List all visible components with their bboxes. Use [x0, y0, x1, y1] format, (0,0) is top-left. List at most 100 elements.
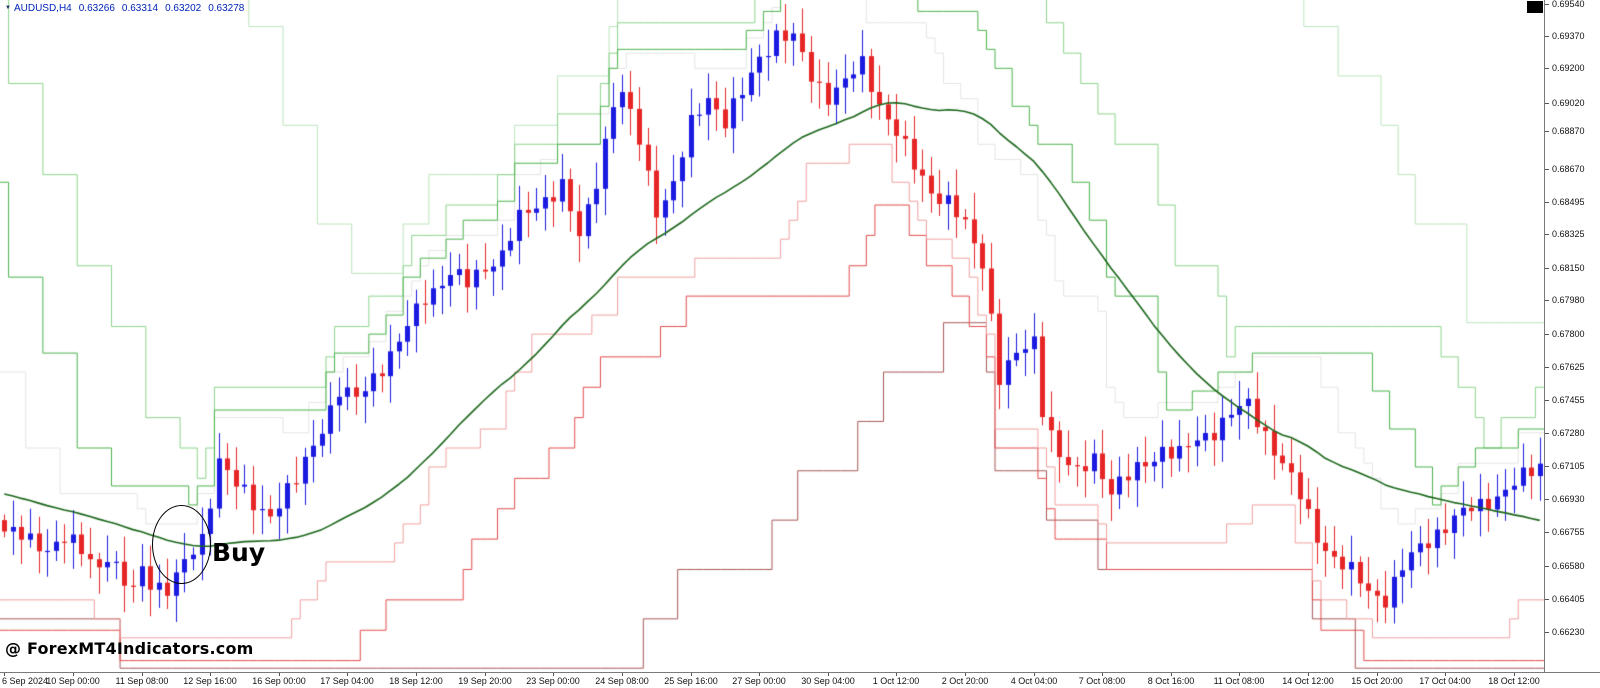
time-axis-label: 19 Sep 20:00: [458, 676, 512, 686]
symbol-timeframe-label: AUDUSD,H4: [13, 3, 72, 14]
price-axis-tick: [1545, 632, 1549, 633]
price-axis-label: 0.67105: [1552, 461, 1585, 472]
price-axis-label: 0.67980: [1552, 294, 1585, 305]
time-axis-tick: [485, 673, 486, 676]
time-axis-tick: [896, 673, 897, 676]
price-axis-tick: [1545, 202, 1549, 203]
time-axis-tick: [1171, 673, 1172, 676]
time-axis-label: 7 Oct 08:00: [1078, 676, 1126, 686]
price-axis-tick: [1545, 334, 1549, 335]
price-axis-tick: [1545, 367, 1549, 368]
time-axis-tick: [965, 673, 966, 676]
ohlc-high-value: 0.63314: [121, 3, 159, 14]
time-axis-tick: [622, 673, 623, 676]
price-axis-label: 0.69200: [1552, 63, 1585, 74]
price-axis-label: 0.68670: [1552, 163, 1585, 174]
time-axis-tick: [210, 673, 211, 676]
price-axis-label: 0.67625: [1552, 362, 1585, 373]
time-axis-tick: [142, 673, 143, 676]
price-axis-tick: [1545, 36, 1549, 37]
symbol-dropdown-icon[interactable]: ▼: [5, 5, 11, 11]
time-axis-label: 1 Oct 12:00: [872, 676, 920, 686]
watermark-label: @ ForexMT4Indicators.com: [5, 639, 254, 658]
time-axis-label: 23 Sep 00:00: [526, 676, 580, 686]
time-axis[interactable]: 6 Sep 2024 10 Sep 00:00 11 Sep 08:00 12 Sep…: [0, 672, 1600, 688]
time-axis-tick: [691, 673, 692, 676]
price-axis-label: 0.66580: [1552, 560, 1585, 571]
chart-title: ▼ AUDUSD,H4 0.63266 0.63314 0.63202 0.63278: [5, 3, 244, 14]
time-axis-label: 16 Sep 00:00: [252, 676, 306, 686]
watermark-text: @ ForexMT4Indicators.com: [5, 639, 254, 658]
time-axis-tick: [1514, 673, 1515, 676]
price-axis-tick: [1545, 466, 1549, 467]
time-axis-label: 14 Oct 12:00: [1282, 676, 1334, 686]
time-axis-tick: [1308, 673, 1309, 676]
ohlc-low-value: 0.63202: [165, 3, 202, 14]
ohlc-close-value: 0.63278: [208, 3, 245, 14]
time-axis-label: 27 Sep 00:00: [732, 676, 786, 686]
price-axis-tick: [1545, 499, 1549, 500]
price-axis-label: 0.69540: [1552, 0, 1585, 9]
time-axis-label: 18 Oct 12:00: [1488, 676, 1540, 686]
price-axis-label: 0.66930: [1552, 494, 1585, 505]
time-axis-tick: [416, 673, 417, 676]
price-axis-tick: [1545, 532, 1549, 533]
price-axis-label: 0.67800: [1552, 329, 1585, 340]
price-axis-tick: [1545, 433, 1549, 434]
price-axis-label: 0.69370: [1552, 31, 1585, 42]
ohlc-open-value: 0.63266: [78, 3, 115, 14]
price-axis-tick: [1545, 103, 1549, 104]
time-axis-label: 17 Sep 04:00: [320, 676, 374, 686]
price-axis[interactable]: 0.69540 0.69370 0.69200 0.69020 0.68870 0.686…: [1544, 0, 1600, 672]
time-axis-tick: [759, 673, 760, 676]
price-axis-label: 0.66230: [1552, 627, 1585, 638]
price-axis-tick: [1545, 400, 1549, 401]
price-axis-tick: [1545, 68, 1549, 69]
price-axis-tick: [1545, 4, 1549, 5]
axis-corner-box: [1527, 1, 1543, 13]
buy-signal-circle: [152, 505, 211, 584]
price-axis-tick: [1545, 566, 1549, 567]
time-axis-tick: [1377, 673, 1378, 676]
time-axis-label: 2 Oct 20:00: [941, 676, 989, 686]
price-axis-label: 0.68870: [1552, 125, 1585, 136]
time-axis-tick: [553, 673, 554, 676]
time-axis-label: 6 Sep 2024: [2, 676, 49, 686]
price-chart-canvas[interactable]: [0, 0, 1544, 672]
time-axis-label: 25 Sep 16:00: [664, 676, 718, 686]
time-axis-tick: [1445, 673, 1446, 676]
price-axis-tick: [1545, 300, 1549, 301]
price-axis-label: 0.67455: [1552, 394, 1585, 405]
time-axis-label: 4 Oct 04:00: [1010, 676, 1058, 686]
price-axis-tick: [1545, 169, 1549, 170]
time-axis-label: 8 Oct 16:00: [1147, 676, 1195, 686]
price-axis-label: 0.68150: [1552, 262, 1585, 273]
time-axis-label: 24 Sep 08:00: [595, 676, 649, 686]
time-axis-tick: [73, 673, 74, 676]
price-axis-tick: [1545, 599, 1549, 600]
time-axis-label: 12 Sep 16:00: [183, 676, 237, 686]
price-axis-tick: [1545, 131, 1549, 132]
price-axis-label: 0.66405: [1552, 593, 1585, 604]
price-axis-label: 0.68495: [1552, 197, 1585, 208]
time-axis-label: 11 Sep 08:00: [115, 676, 169, 686]
time-axis-label: 17 Oct 04:00: [1419, 676, 1471, 686]
price-axis-label: 0.68325: [1552, 229, 1585, 240]
time-axis-tick: [347, 673, 348, 676]
time-axis-label: 15 Oct 20:00: [1351, 676, 1403, 686]
price-axis-label: 0.69020: [1552, 97, 1585, 108]
time-axis-tick: [279, 673, 280, 676]
time-axis-label: 10 Sep 00:00: [46, 676, 100, 686]
buy-signal-label: Buy: [212, 538, 266, 567]
time-axis-tick: [4, 673, 5, 676]
price-axis-tick: [1545, 234, 1549, 235]
time-axis-label: 18 Sep 12:00: [389, 676, 443, 686]
time-axis-tick: [1034, 673, 1035, 676]
time-axis-tick: [828, 673, 829, 676]
time-axis-label: 30 Sep 04:00: [801, 676, 855, 686]
time-axis-tick: [1102, 673, 1103, 676]
price-axis-label: 0.67280: [1552, 427, 1585, 438]
time-axis-tick: [1239, 673, 1240, 676]
price-axis-label: 0.66755: [1552, 527, 1585, 538]
